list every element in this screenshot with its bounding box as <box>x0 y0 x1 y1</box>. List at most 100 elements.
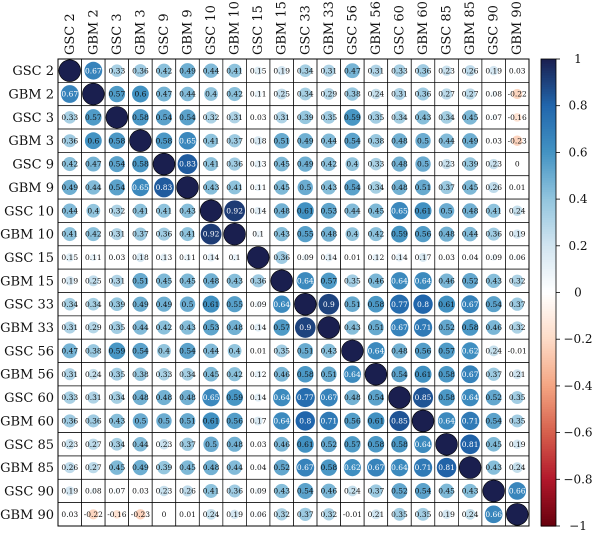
correlation-circle <box>156 413 172 429</box>
cell-value-label: 0.36 <box>415 90 432 99</box>
correlation-circle <box>274 366 290 382</box>
colorbar-segment <box>541 444 556 448</box>
colorbar-segment <box>541 98 556 102</box>
cell-value-label: 0.03 <box>109 253 126 262</box>
cell-value-label: 0.58 <box>368 440 385 449</box>
cell-value-label: 0.51 <box>179 417 196 426</box>
correlation-circle <box>156 296 172 312</box>
correlation-circle <box>204 157 219 172</box>
cell-value-label: 0.19 <box>273 66 290 75</box>
cell-value-label: 0.71 <box>320 417 337 426</box>
cell-value-label: 0.01 <box>179 510 196 519</box>
cell-value-label: 0.8 <box>417 300 429 309</box>
correlation-circle <box>87 275 99 287</box>
colorbar-segment <box>541 59 556 62</box>
correlation-circle <box>110 228 123 241</box>
correlation-circle <box>179 109 196 126</box>
correlation-circle <box>109 460 125 475</box>
colorbar-segment <box>541 178 556 182</box>
colorbar-segment <box>541 150 556 153</box>
correlation-circle <box>510 391 524 405</box>
colorbar-segment <box>541 367 556 371</box>
correlation-circle <box>226 296 243 313</box>
correlation-circle <box>368 319 384 336</box>
colorbar-segment <box>541 208 556 212</box>
correlation-circle <box>440 111 453 124</box>
colorbar-segment <box>541 304 556 308</box>
correlation-circle <box>516 186 519 189</box>
cell-value-label: 0.21 <box>368 510 385 519</box>
cell-value-label: 0.58 <box>132 113 149 122</box>
cell-value-label: 0.83 <box>156 183 173 192</box>
correlation-circle <box>438 342 455 360</box>
cell-value-label: 0.37 <box>132 230 149 239</box>
correlation-circle <box>298 507 312 521</box>
correlation-circle <box>391 435 408 453</box>
column-label: GBM 3 <box>133 9 148 55</box>
correlation-circle <box>87 438 99 450</box>
cell-value-label: 0.53 <box>203 323 220 332</box>
colorbar-segment <box>541 523 556 527</box>
cell-value-label: 0.58 <box>109 136 126 145</box>
cell-value-label: 0.44 <box>226 463 243 472</box>
correlation-circle <box>439 483 454 499</box>
cell-value-label: 0.58 <box>156 136 173 145</box>
cell-value-label: 0.36 <box>415 66 432 75</box>
correlation-circle <box>160 253 168 262</box>
correlation-circle <box>298 87 312 101</box>
correlation-circle <box>132 342 149 359</box>
cell-value-label: 0.27 <box>85 440 102 449</box>
cell-value-label: 0.31 <box>85 393 102 402</box>
colorbar-segment <box>541 441 556 445</box>
cell-value-label: 0.09 <box>485 253 502 262</box>
colorbar-segment <box>541 430 556 434</box>
cell-value-label: 0.33 <box>391 66 408 75</box>
cell-value-label: 0.14 <box>250 393 267 402</box>
cell-value-label: 0.58 <box>391 440 408 449</box>
correlation-circle <box>86 203 101 218</box>
cell-value-label: 0.57 <box>85 113 102 122</box>
correlation-circle <box>256 115 261 120</box>
colorbar-segment <box>541 360 556 364</box>
cell-value-label: -0.22 <box>508 90 527 99</box>
cell-value-label: 0.45 <box>179 276 196 285</box>
correlation-circle <box>270 269 293 293</box>
correlation-circle <box>344 436 361 453</box>
correlation-circle <box>180 320 195 335</box>
correlation-circle <box>203 319 219 336</box>
correlation-circle <box>344 132 361 149</box>
correlation-circle <box>364 363 388 386</box>
correlation-circle <box>488 158 499 170</box>
cell-value-label: 0.08 <box>85 487 102 496</box>
correlation-circle <box>227 63 242 78</box>
row-label: GSC 90 <box>4 484 54 499</box>
correlation-circle <box>273 319 290 336</box>
correlation-circle <box>204 87 218 101</box>
colorbar-segment <box>541 439 556 443</box>
correlation-circle <box>63 297 77 311</box>
correlation-circle <box>231 254 239 261</box>
cell-value-label: 0.67 <box>462 370 479 379</box>
row-label: GBM 56 <box>0 368 54 383</box>
colorbar-segment <box>541 474 556 478</box>
correlation-circle <box>133 64 147 78</box>
correlation-circle <box>180 227 195 242</box>
cell-value-label: 0.61 <box>297 206 314 215</box>
cell-value-label: 0.07 <box>485 113 502 122</box>
correlation-circle <box>179 413 196 429</box>
colorbar-segment <box>541 199 556 203</box>
cell-value-label: 0.66 <box>509 487 526 496</box>
correlation-circle <box>158 439 170 450</box>
cell-value-label: 0.19 <box>61 276 78 285</box>
correlation-circle <box>511 274 524 287</box>
colorbar-segment <box>541 245 556 249</box>
cell-value-label: 0.59 <box>109 346 126 355</box>
colorbar: 1 0.8 0.6 0.4 0.2 0 −0.2 −0.4 −0.6 −0.8 −1 <box>540 52 593 533</box>
correlation-circle <box>512 369 523 380</box>
correlation-circle <box>157 343 171 358</box>
cell-value-label: 0.66 <box>485 510 502 519</box>
colorbar-segment <box>541 325 556 329</box>
correlation-circle <box>108 179 125 196</box>
colorbar-segment <box>541 507 556 511</box>
correlation-circle <box>275 111 288 124</box>
